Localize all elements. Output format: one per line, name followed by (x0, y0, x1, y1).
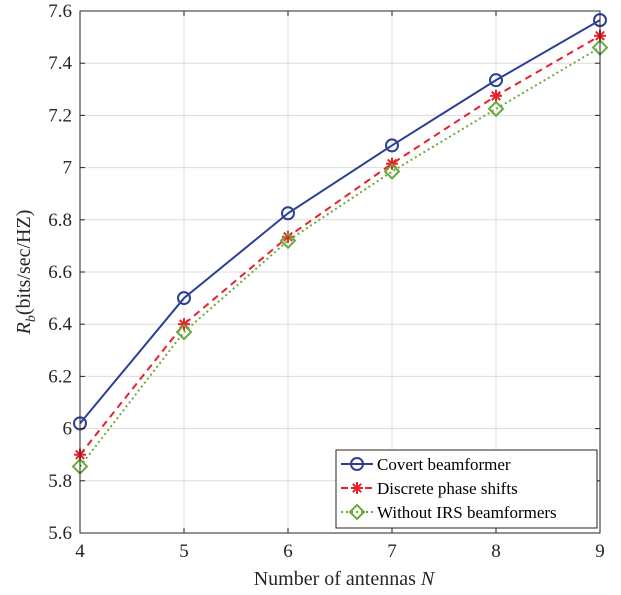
x-tick-label: 4 (75, 541, 85, 562)
y-tick-label: 6.6 (48, 262, 72, 283)
asterisk-marker (490, 89, 502, 102)
y-tick-label: 7.4 (48, 53, 72, 74)
asterisk-marker (351, 482, 363, 494)
diamond-marker (175, 323, 193, 341)
legend-label: Covert beamformer (377, 455, 511, 474)
circle-marker (385, 138, 399, 153)
x-tick-label: 6 (283, 541, 293, 562)
x-tick-label: 8 (491, 541, 501, 562)
axis-ticks: 4 5 6 7 8 9 5.6 5.8 6 6.2 6.4 6.6 6.8 7 7.2 7.4 7.6 (48, 1, 605, 562)
y-tick-label: 6.2 (48, 366, 72, 387)
y-tick-label: 6 (63, 419, 73, 440)
circle-marker (281, 206, 295, 221)
y-tick-label: 5.6 (48, 523, 72, 544)
legend: Covert beamformer Discrete phase shifts Wi… (335, 449, 598, 529)
legend-label: Without IRS beamformers (377, 503, 557, 522)
y-tick-label: 7.6 (48, 1, 72, 22)
circle-marker (489, 73, 503, 88)
x-axis-label: Number of antennas N (254, 568, 436, 590)
y-axis-label: Rb(bits/sec/HZ) (13, 210, 39, 336)
diamond-marker (348, 503, 366, 521)
diamond-marker (487, 100, 505, 118)
legend-entry: Discrete phase shifts (341, 479, 518, 498)
x-tick-label: 7 (387, 541, 397, 562)
y-tick-label: 5.8 (48, 471, 72, 492)
legend-entry: Without IRS beamformers (341, 503, 557, 522)
series-line (79, 46, 601, 468)
legend-box (335, 449, 598, 529)
series-line (79, 19, 601, 425)
y-tick-label: 7.2 (48, 105, 72, 126)
legend-label: Discrete phase shifts (377, 479, 518, 498)
legend-entry: Covert beamformer (341, 455, 511, 474)
circle-marker (177, 291, 191, 306)
circle-marker (350, 457, 364, 471)
x-tick-label: 9 (595, 541, 605, 562)
x-tick-label: 5 (179, 541, 189, 562)
y-tick-label: 7 (63, 158, 73, 179)
grid (79, 10, 601, 534)
series-line (79, 34, 601, 456)
y-tick-label: 6.8 (48, 210, 72, 231)
diamond-marker (383, 163, 401, 180)
series-group (71, 13, 609, 475)
y-tick-label: 6.4 (48, 314, 72, 335)
diamond-marker (279, 232, 297, 250)
